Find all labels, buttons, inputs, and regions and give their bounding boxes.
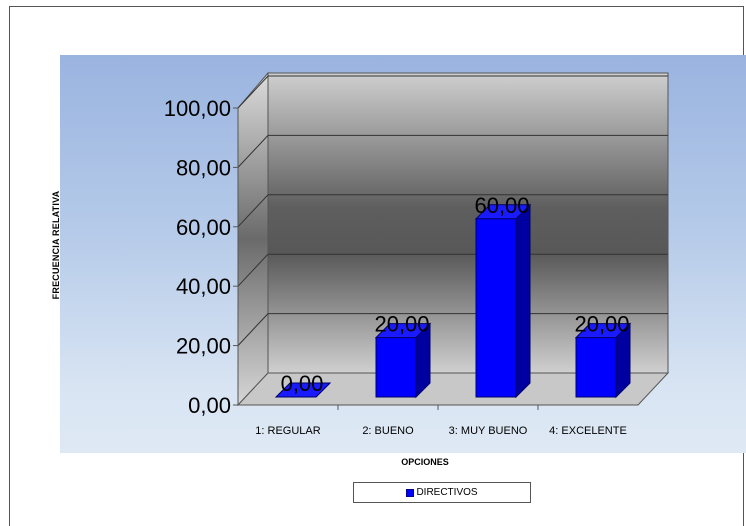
- bar: [274, 382, 332, 398]
- x-tick-label: 4: EXCELENTE: [549, 425, 627, 437]
- side-wall: [237, 71, 269, 407]
- data-label: 0,00: [281, 371, 324, 396]
- bar-chart: 0,00 20,00 40,00 60,00 80,00 100,00 1: REGULAR…: [164, 71, 670, 437]
- x-tick-label: 1: REGULAR: [255, 425, 320, 437]
- y-tick-label: 0,00: [188, 393, 231, 418]
- legend-label: DIRECTIVOS: [416, 487, 478, 498]
- legend: DIRECTIVOS: [353, 482, 531, 503]
- y-tick-label: 80,00: [176, 155, 231, 180]
- y-tick-label: 40,00: [176, 274, 231, 299]
- bar-front: [375, 337, 417, 398]
- legend-swatch: [406, 488, 415, 497]
- y-tick-label: 60,00: [176, 215, 231, 240]
- bar: [374, 322, 432, 399]
- gridline-side: [237, 313, 269, 346]
- data-label: 20,00: [374, 312, 429, 337]
- gridline-side: [237, 253, 269, 287]
- y-axis-title: FRECUENCIA RELATIVA: [51, 190, 61, 300]
- x-axis-title: OPCIONES: [401, 457, 449, 467]
- y-tick-label: 20,00: [176, 334, 231, 359]
- bar: [574, 322, 632, 399]
- bar-front: [575, 337, 617, 398]
- x-tick-label: 3: MUY BUENO: [449, 425, 528, 437]
- x-tick-label: 2: BUENO: [362, 425, 414, 437]
- bar: [474, 203, 532, 399]
- data-label: 20,00: [574, 312, 629, 337]
- bar-top: [274, 382, 332, 398]
- y-tick-label: 100,00: [164, 96, 231, 121]
- gridline-side: [237, 194, 269, 228]
- gridline-side: [237, 75, 269, 109]
- bar-front: [475, 218, 517, 398]
- data-label: 60,00: [474, 193, 529, 218]
- bar-side: [515, 203, 531, 399]
- gridline-side: [237, 135, 269, 168]
